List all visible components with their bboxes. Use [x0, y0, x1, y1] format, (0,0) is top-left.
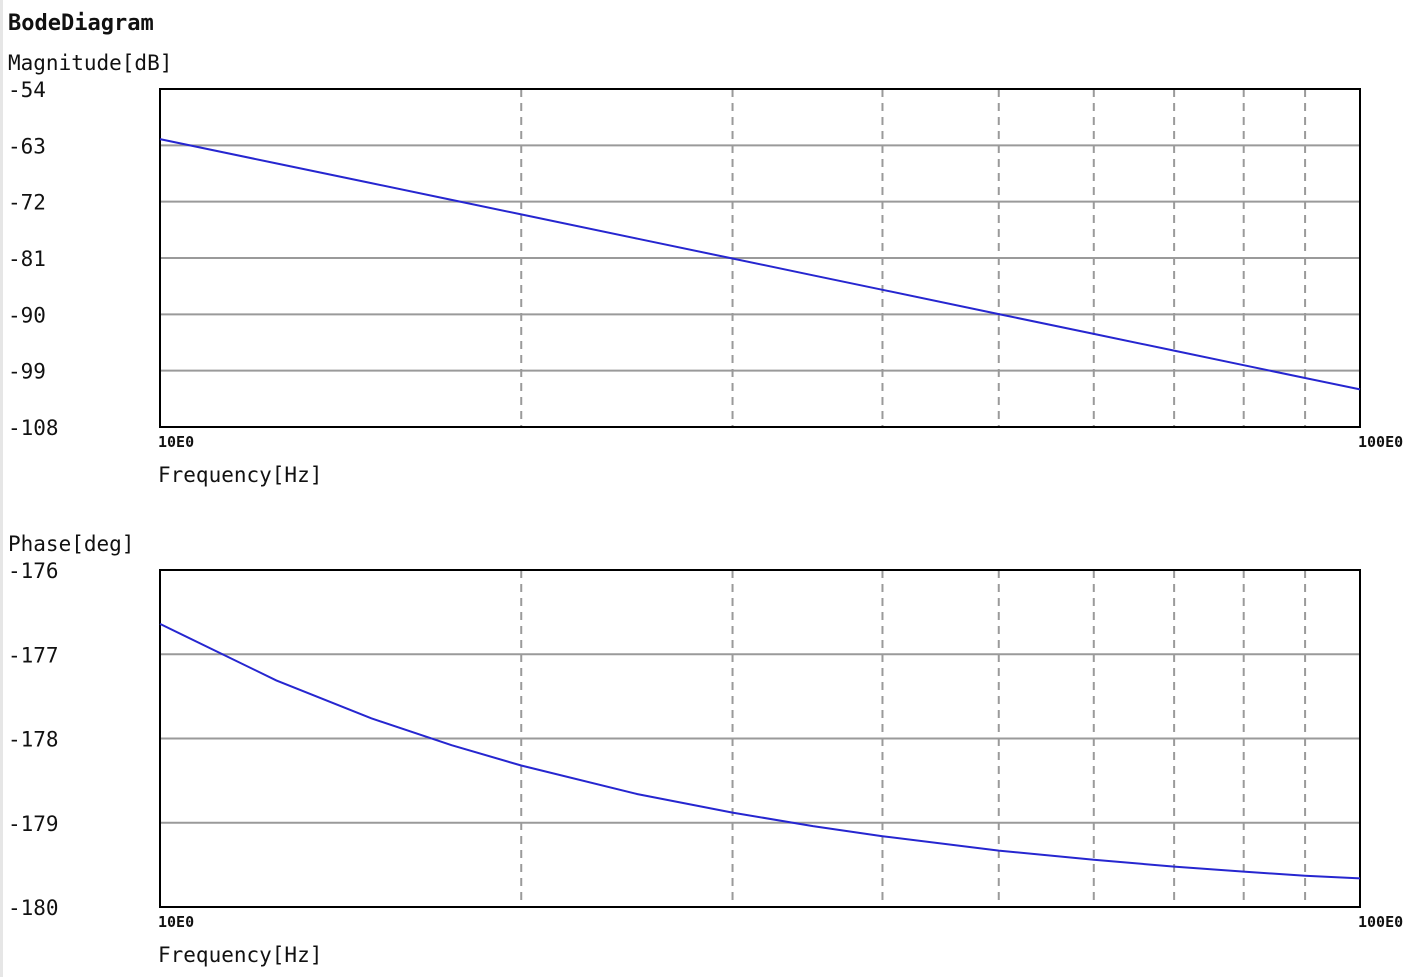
- y-tick-label: -99: [8, 360, 46, 384]
- y-axis-label: Magnitude[dB]: [8, 51, 172, 75]
- y-axis-label: Phase[deg]: [8, 532, 134, 556]
- x-tick-label: 100E0: [1358, 913, 1403, 931]
- y-tick-label: -178: [8, 728, 59, 752]
- data-line: [159, 623, 1361, 880]
- plot-frame: [159, 569, 1361, 908]
- y-tick-label: -81: [8, 247, 46, 271]
- x-axis-label: Frequency[Hz]: [158, 943, 322, 967]
- y-tick-label: -180: [8, 896, 59, 920]
- y-tick-label: -176: [8, 559, 59, 583]
- y-tick-label: -179: [8, 812, 59, 836]
- plot-frame: [159, 88, 1361, 428]
- y-tick-label: -108: [8, 416, 59, 440]
- left-edge: [0, 0, 3, 977]
- x-tick-label: 100E0: [1358, 433, 1403, 451]
- y-tick-label: -63: [8, 134, 46, 158]
- y-tick-label: -177: [8, 643, 59, 667]
- title: BodeDiagram: [8, 11, 154, 36]
- y-tick-label: -54: [8, 78, 46, 102]
- x-tick-label: 10E0: [158, 433, 194, 451]
- x-axis-label: Frequency[Hz]: [158, 463, 322, 487]
- y-tick-label: -72: [8, 191, 46, 215]
- data-line: [159, 138, 1361, 391]
- x-tick-label: 10E0: [158, 913, 194, 931]
- y-tick-label: -90: [8, 303, 46, 327]
